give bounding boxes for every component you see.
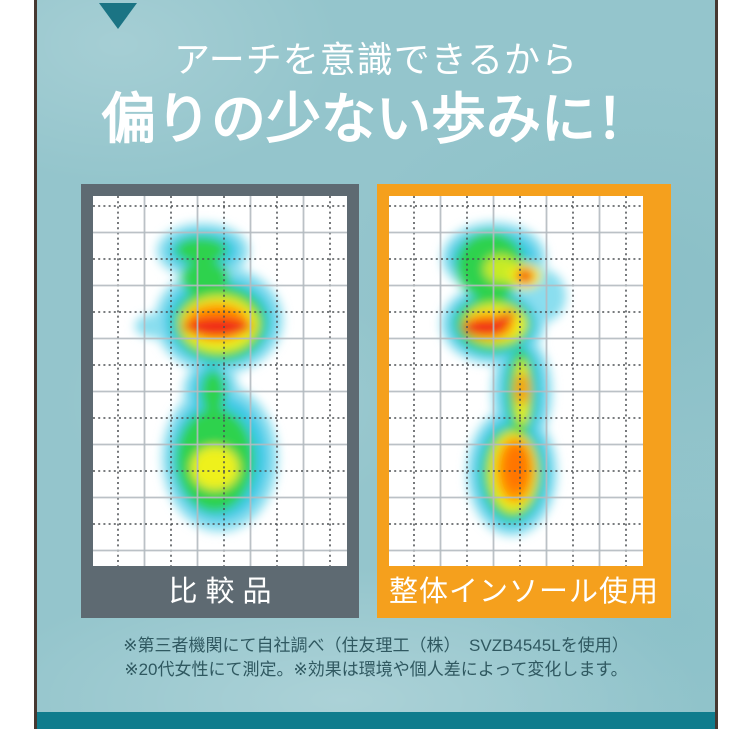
- page-title: 偏りの少ない歩みに！: [100, 88, 651, 150]
- pressure-heatmap-insole: [388, 196, 643, 566]
- page-edge-line-left: [34, 0, 37, 729]
- panel-insole-product: 整体インソール使用: [376, 184, 671, 618]
- page-edge-line-right: [715, 0, 718, 729]
- bottom-accent-bar: [37, 712, 715, 729]
- down-triangle-icon: [99, 3, 137, 29]
- footnote-line-2: ※20代女性にて測定。※効果は環境や個人差によって変化します。: [124, 660, 628, 679]
- footnote-line-1: ※第三者機関にて自社調べ（住友理工（株） SVZB4545Lを使用）: [123, 636, 629, 655]
- panel-label-insole: 整体インソール使用: [388, 576, 659, 608]
- pressure-heatmap-comparison: [92, 196, 347, 566]
- panel-label-comparison: 比較品: [168, 576, 280, 608]
- subtitle: アーチを意識できるから: [173, 39, 579, 80]
- comparison-panels: 比較品 整体インソール使用: [37, 184, 715, 618]
- page-background: アーチを意識できるから 偏りの少ない歩みに！ 比較品: [37, 0, 715, 729]
- panel-comparison-product: 比較品: [80, 184, 359, 618]
- footnotes: ※第三者機関にて自社調べ（住友理工（株） SVZB4545Lを使用） ※20代女…: [37, 634, 715, 682]
